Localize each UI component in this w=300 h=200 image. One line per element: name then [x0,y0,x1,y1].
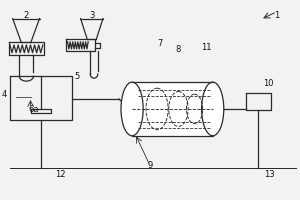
Text: 7: 7 [158,39,163,48]
Text: 1: 1 [274,11,280,20]
Text: 13: 13 [264,170,275,179]
Text: 11: 11 [202,43,212,52]
Text: 3: 3 [89,11,94,20]
Text: 6a: 6a [28,105,39,114]
Text: 10: 10 [263,79,273,88]
Text: 4: 4 [2,90,7,99]
Text: 5: 5 [74,72,80,81]
Text: 9: 9 [147,161,153,170]
Text: 8: 8 [176,45,181,54]
Text: 2: 2 [23,11,29,20]
Ellipse shape [202,82,224,136]
Polygon shape [132,82,213,136]
Text: 12: 12 [55,170,66,179]
Ellipse shape [121,82,143,136]
